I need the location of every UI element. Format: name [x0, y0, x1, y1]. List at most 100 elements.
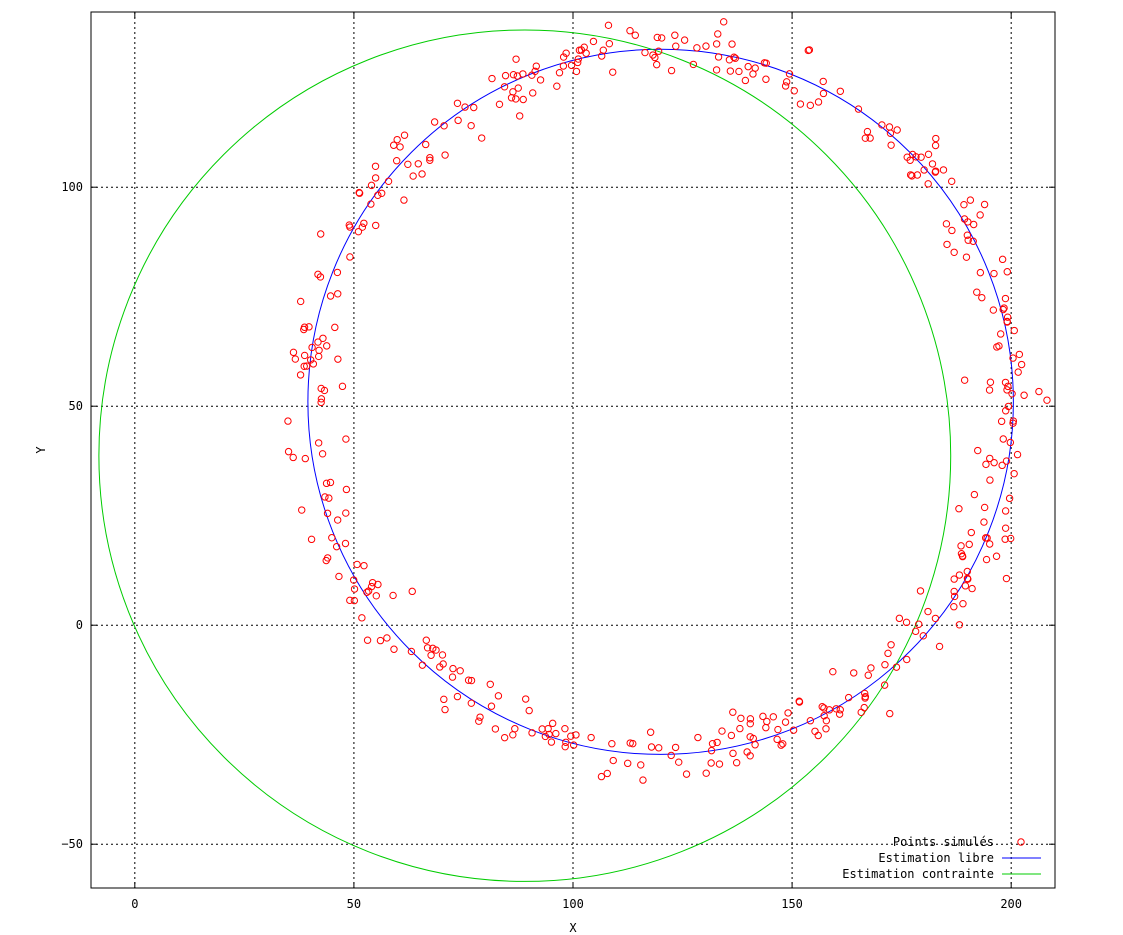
- simulated-point: [500, 733, 509, 742]
- simulated-point: [414, 160, 422, 168]
- fit-circles: [98, 29, 1014, 882]
- simulated-point: [436, 663, 444, 671]
- simulated-point: [916, 587, 925, 595]
- simulated-point: [820, 704, 828, 712]
- simulated-point: [935, 642, 944, 651]
- simulated-point: [919, 632, 927, 640]
- simulated-point: [334, 355, 342, 363]
- simulated-point: [880, 681, 889, 689]
- simulated-point: [393, 135, 401, 144]
- constrained-estimate-circle: [98, 29, 952, 882]
- simulated-point: [1015, 350, 1024, 359]
- simulated-point: [491, 725, 500, 733]
- simulated-point: [354, 227, 363, 236]
- simulated-point: [390, 645, 398, 653]
- simulated-point: [886, 129, 895, 137]
- simulated-point: [509, 71, 518, 79]
- simulated-point: [743, 748, 751, 756]
- simulated-point: [376, 636, 385, 645]
- simulated-point: [762, 75, 770, 83]
- simulated-point: [422, 140, 430, 149]
- free-estimate-circle: [307, 48, 1014, 755]
- simulated-point: [597, 772, 606, 781]
- simulated-point: [790, 87, 798, 95]
- simulated-point: [647, 743, 656, 751]
- simulated-point: [966, 196, 975, 204]
- simulated-point: [438, 651, 447, 659]
- simulated-point: [990, 458, 998, 467]
- simulated-point: [957, 549, 966, 558]
- simulated-point: [320, 386, 329, 395]
- simulated-point: [515, 112, 524, 120]
- simulated-point: [368, 578, 377, 587]
- y-tick-label: 0: [76, 618, 83, 632]
- simulated-point: [548, 719, 557, 728]
- simulated-point: [836, 706, 844, 714]
- simulated-point: [955, 621, 964, 629]
- simulated-point: [318, 450, 327, 458]
- simulated-point: [1001, 378, 1010, 387]
- simulated-point: [392, 157, 401, 165]
- simulated-point: [326, 478, 335, 487]
- simulated-point: [441, 151, 449, 159]
- simulated-point: [886, 709, 894, 718]
- simulated-point: [818, 703, 826, 711]
- simulated-point: [950, 592, 959, 601]
- simulated-point: [694, 733, 702, 742]
- simulated-point: [955, 571, 964, 579]
- simulated-point: [713, 738, 721, 747]
- simulated-point: [948, 226, 956, 235]
- simulated-point: [1009, 419, 1017, 427]
- simulated-point: [624, 759, 632, 768]
- simulated-point: [814, 731, 822, 740]
- simulated-point: [805, 46, 814, 54]
- grid: [91, 12, 1055, 888]
- simulated-point: [302, 362, 311, 370]
- simulated-point: [1001, 507, 1010, 515]
- simulated-point: [1013, 450, 1022, 459]
- simulated-point: [715, 760, 724, 768]
- simulated-point: [986, 476, 994, 484]
- x-tick-label: 50: [347, 897, 361, 911]
- simulated-point: [844, 693, 853, 702]
- simulated-point: [353, 560, 361, 569]
- simulated-point: [906, 156, 914, 164]
- simulated-point: [726, 67, 735, 75]
- simulated-point: [908, 172, 916, 180]
- simulated-point: [316, 273, 325, 281]
- simulated-point: [532, 62, 540, 70]
- simulated-point: [350, 596, 359, 605]
- simulated-point: [822, 716, 831, 725]
- simulated-point: [1001, 524, 1010, 532]
- legend-marker-points: [1017, 838, 1025, 846]
- y-tick-label: 100: [61, 180, 83, 194]
- simulated-point: [572, 731, 580, 739]
- simulated-point: [1008, 390, 1016, 398]
- simulated-point: [555, 69, 564, 77]
- simulated-point: [626, 27, 634, 35]
- simulated-point: [999, 435, 1007, 443]
- simulated-point: [349, 576, 358, 584]
- simulated-point: [980, 503, 989, 512]
- simulated-point: [943, 240, 951, 249]
- simulated-point: [732, 759, 741, 767]
- simulated-point: [389, 591, 397, 600]
- simulated-point: [574, 55, 583, 63]
- simulated-point: [822, 725, 830, 733]
- simulated-point: [997, 330, 1005, 338]
- simulated-point: [867, 664, 875, 672]
- simulated-point: [774, 725, 782, 734]
- simulated-point: [626, 739, 634, 747]
- simulated-point: [296, 297, 305, 306]
- simulated-point: [959, 600, 967, 608]
- simulated-point: [1005, 494, 1014, 503]
- simulated-point: [331, 323, 339, 332]
- simulated-point: [814, 98, 823, 106]
- simulated-point: [360, 561, 368, 570]
- simulated-point: [746, 719, 754, 728]
- simulated-point: [781, 718, 790, 726]
- simulated-point: [963, 231, 972, 239]
- simulated-point: [609, 756, 617, 765]
- simulated-point: [998, 461, 1006, 470]
- simulated-point: [334, 290, 342, 298]
